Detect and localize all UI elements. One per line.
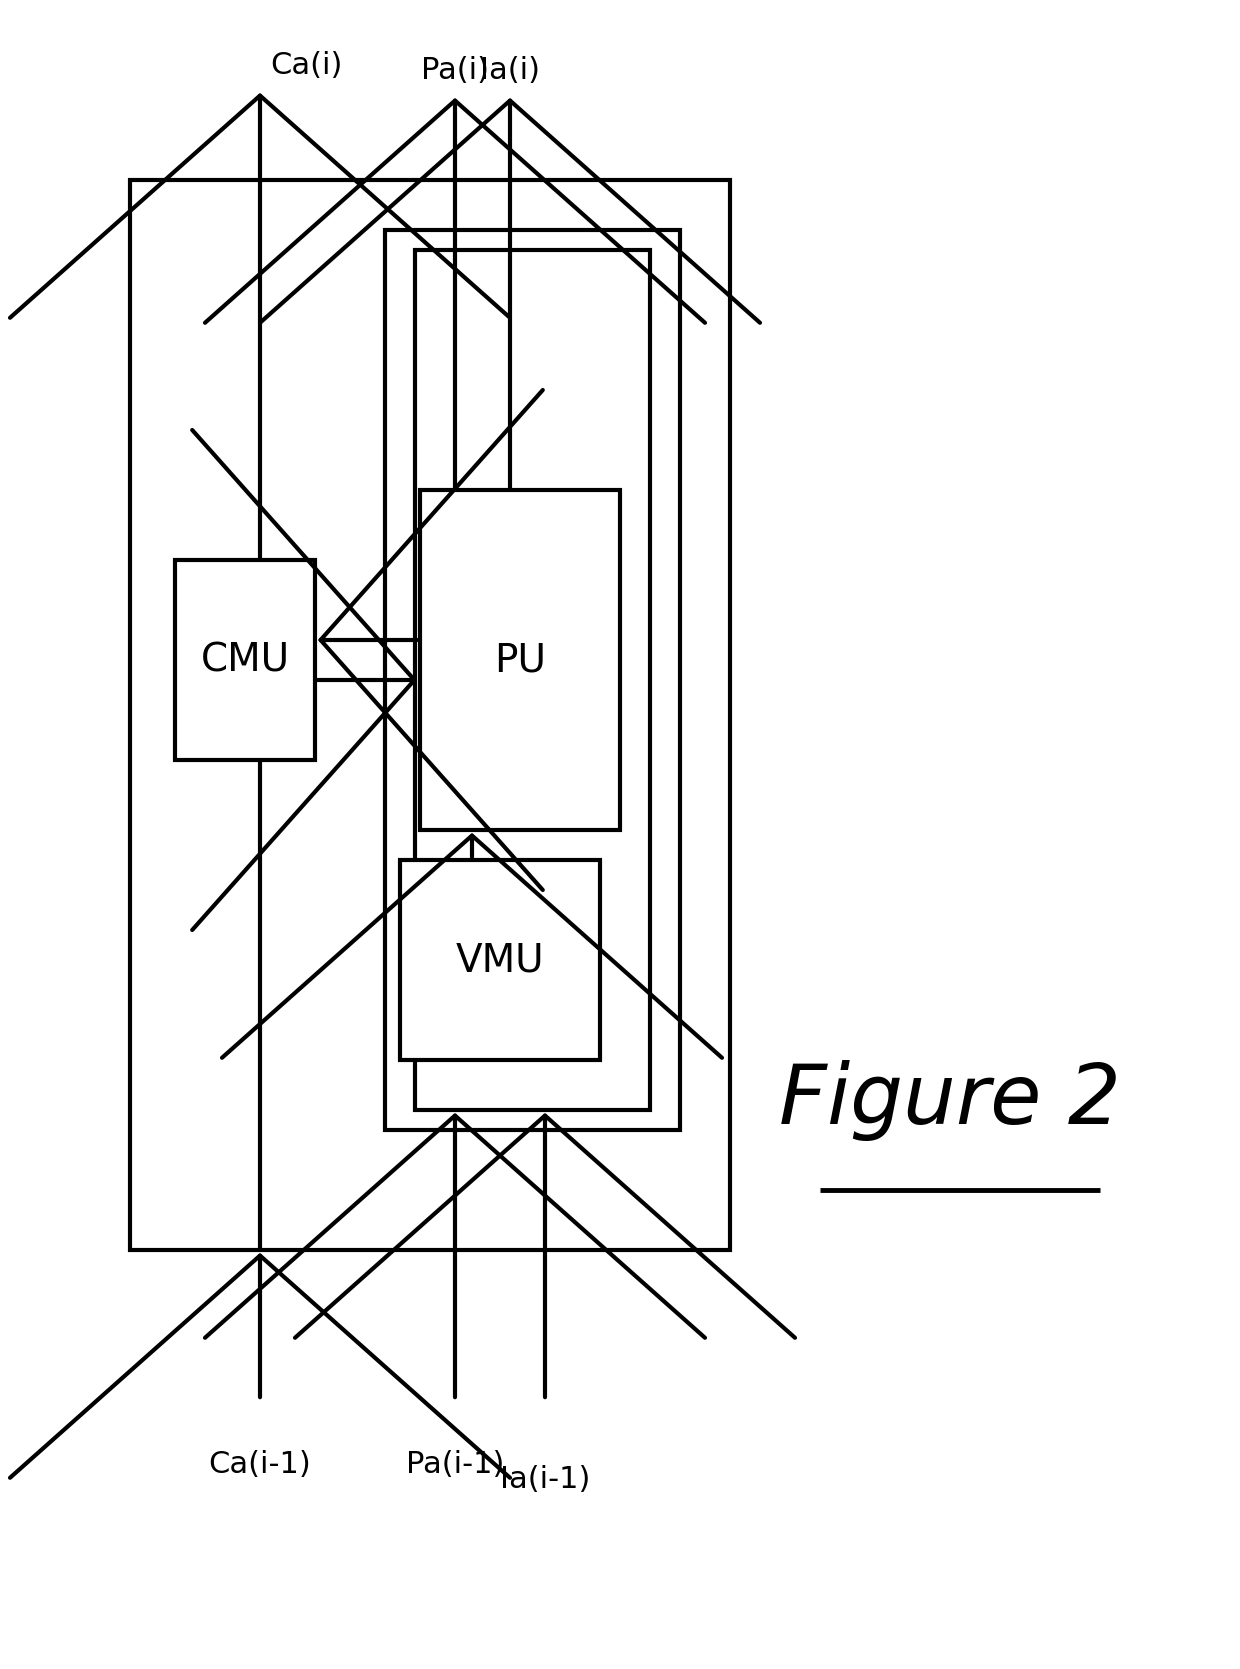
Bar — [415, 250, 650, 1110]
Text: Ca(i-1): Ca(i-1) — [208, 1450, 311, 1479]
Bar — [175, 561, 315, 759]
Text: CMU: CMU — [201, 641, 290, 679]
Text: Ca(i): Ca(i) — [270, 52, 342, 80]
Text: Pa(i): Pa(i) — [422, 57, 489, 85]
Text: Ia(i): Ia(i) — [480, 57, 539, 85]
Text: Pa(i-1): Pa(i-1) — [405, 1450, 505, 1479]
Text: PU: PU — [494, 641, 546, 679]
Bar — [401, 860, 600, 1060]
Bar — [130, 180, 730, 1250]
Bar — [384, 230, 680, 1130]
Text: VMU: VMU — [455, 941, 544, 980]
Text: Figure 2: Figure 2 — [779, 1060, 1121, 1140]
Bar — [420, 491, 620, 829]
Text: Ia(i-1): Ia(i-1) — [500, 1465, 590, 1494]
